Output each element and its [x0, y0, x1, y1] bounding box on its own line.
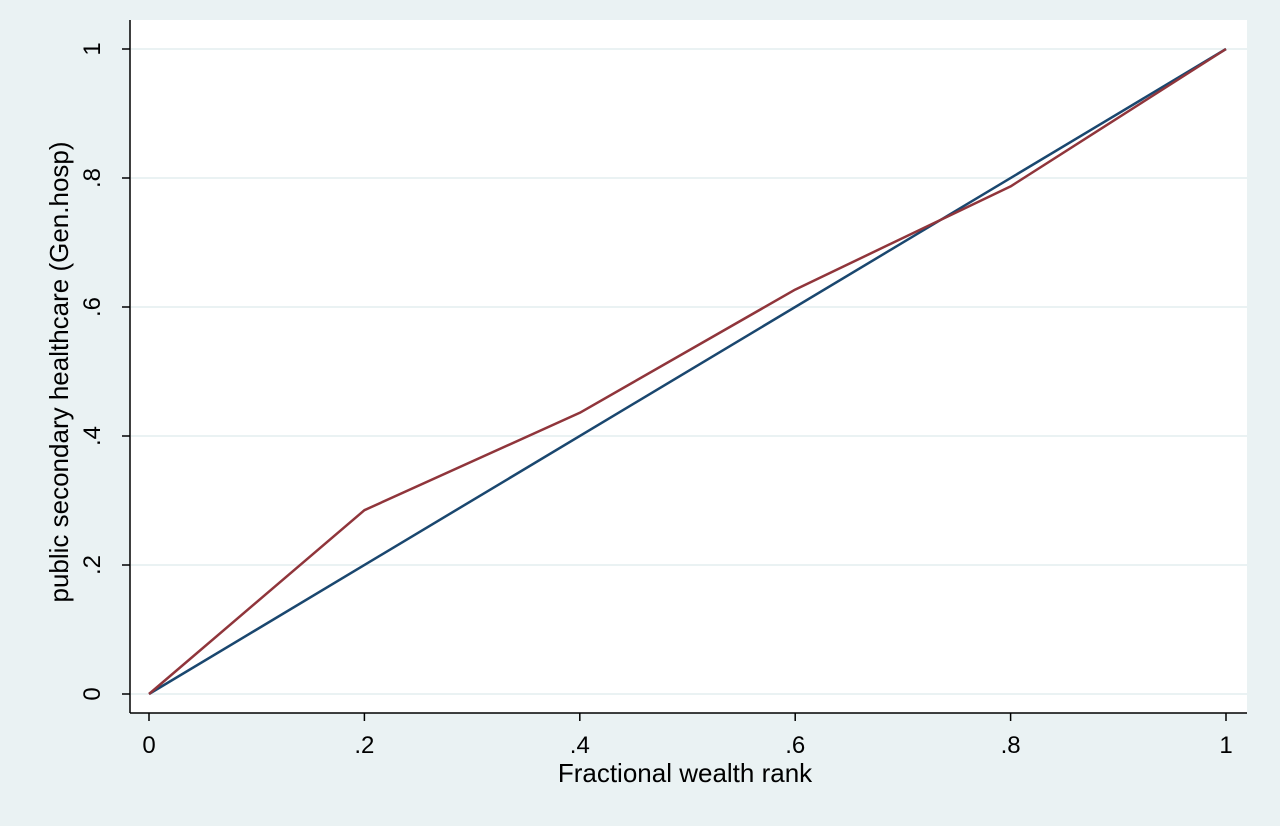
x-tick-label: .2 — [354, 732, 374, 759]
x-axis-title: Fractional wealth rank — [558, 758, 813, 788]
y-tick-label: 1 — [79, 42, 106, 55]
y-tick-label: 0 — [79, 687, 106, 700]
y-tick-label: .2 — [79, 555, 106, 575]
x-tick-label: 1 — [1219, 732, 1232, 759]
x-tick-label: .6 — [785, 732, 805, 759]
plot-area — [130, 20, 1247, 713]
series-line-concentration — [148, 47, 1227, 695]
series-line-equality — [148, 47, 1227, 696]
y-tick-label: .4 — [79, 426, 106, 446]
gridlines — [131, 48, 1247, 695]
x-tick-label: 0 — [142, 732, 155, 759]
y-tick-label: .8 — [79, 168, 106, 188]
axis-ticks: 0 .2 .4 .6 .8 1 0 .2 .4 .6 .8 1 — [79, 42, 1233, 759]
x-tick-label: .8 — [1001, 732, 1021, 759]
y-axis-title: public secondary healthcare (Gen.hosp) — [44, 141, 74, 602]
x-tick-label: .4 — [570, 732, 590, 759]
series-lines — [148, 47, 1227, 696]
y-tick-label: .6 — [79, 297, 106, 317]
